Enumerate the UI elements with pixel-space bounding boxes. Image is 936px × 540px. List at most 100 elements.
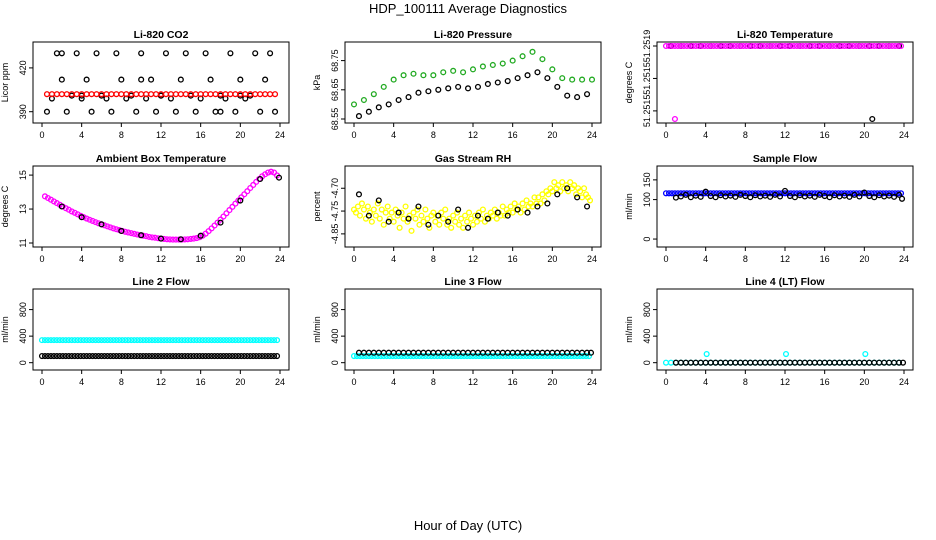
data-point [83, 337, 90, 344]
data-point [680, 42, 687, 50]
data-point [519, 200, 526, 207]
x-tick-label: 20 [547, 377, 557, 387]
data-point [662, 359, 670, 366]
data-point [458, 215, 465, 222]
x-tick-label: 0 [39, 130, 44, 140]
data-point [104, 337, 111, 344]
data-point [365, 349, 372, 356]
plot-frame [344, 41, 602, 124]
data-point [582, 352, 590, 360]
data-point [202, 337, 209, 344]
data-point [104, 223, 111, 230]
data-point [184, 337, 191, 344]
data-point [544, 352, 551, 360]
data-point [514, 75, 521, 82]
data-point [110, 225, 117, 232]
data-point [365, 352, 372, 360]
data-point [445, 218, 452, 225]
data-point [217, 219, 224, 226]
series-black [355, 349, 595, 356]
data-point [469, 66, 477, 73]
data-point [456, 221, 463, 228]
data-point [868, 42, 875, 50]
data-point [452, 218, 459, 225]
y-tick-label: 0 [642, 360, 652, 365]
y-tick-label: 68.55 [330, 108, 340, 131]
data-point [226, 337, 233, 344]
data-point [38, 352, 46, 360]
panel-title: Ambient Box Temperature [96, 153, 227, 165]
data-point [253, 337, 260, 344]
data-point [44, 337, 51, 344]
data-point [865, 190, 872, 197]
data-point [534, 203, 541, 210]
data-point [92, 219, 99, 226]
data-point [86, 216, 93, 223]
data-point [256, 352, 263, 360]
x-tick-label: 16 [820, 377, 830, 387]
data-point [442, 206, 449, 213]
data-point [805, 42, 812, 50]
y-axis-label: ml/min [312, 316, 322, 343]
x-tick-label: 8 [743, 130, 748, 140]
x-tick-label: 4 [391, 130, 396, 140]
x-tick-label: 20 [235, 130, 245, 140]
data-point [50, 337, 57, 344]
data-point [169, 337, 176, 344]
data-point [223, 210, 230, 217]
data-point [544, 349, 551, 356]
x-tick-label: 20 [859, 377, 869, 387]
panel-title: Gas Stream RH [435, 153, 511, 165]
data-point [505, 209, 512, 216]
data-point [877, 42, 884, 50]
data-point [524, 209, 531, 216]
panel-2: Li-820 Pressure 0 4 8 12 16 20 24 68.55 68.65 68.7… [312, 29, 602, 140]
data-point [137, 352, 144, 360]
data-point [175, 337, 182, 344]
data-point [856, 359, 863, 366]
data-point [257, 175, 264, 183]
data-point [192, 91, 199, 98]
panel-4: Ambient Box Temperature 0 4 8 12 16 20 24 11 13 15… [0, 153, 290, 264]
data-point [702, 188, 709, 195]
data-point [559, 179, 566, 186]
data-point [826, 42, 833, 50]
x-tick-label: 16 [196, 254, 206, 264]
data-point [846, 193, 853, 200]
data-point [662, 190, 670, 197]
data-point [116, 337, 123, 344]
data-point [162, 50, 170, 57]
data-point [419, 352, 426, 360]
data-point [894, 42, 902, 50]
data-point [134, 231, 141, 238]
panel-title: Line 4 (LT) Flow [745, 276, 825, 288]
data-point [408, 227, 415, 234]
data-point [154, 352, 162, 360]
data-point [178, 352, 185, 360]
data-point [181, 352, 188, 360]
data-points [662, 351, 907, 366]
data-point [172, 108, 179, 115]
data-point [53, 352, 60, 360]
data-point [143, 337, 150, 344]
data-point [184, 352, 191, 360]
data-point [113, 50, 120, 57]
data-point [380, 221, 387, 228]
data-point [432, 218, 439, 225]
data-point [475, 352, 483, 360]
data-point [58, 203, 65, 210]
x-tick-label: 4 [703, 254, 708, 264]
data-point [133, 108, 140, 115]
data-point [671, 42, 678, 50]
data-point [767, 42, 774, 50]
data-point [743, 190, 750, 197]
data-point [425, 221, 432, 228]
data-point [484, 349, 491, 356]
data-point [727, 359, 734, 366]
x-tick-label: 8 [431, 377, 436, 387]
series-scattered [43, 50, 279, 115]
data-point [539, 56, 546, 63]
data-point [196, 337, 203, 344]
data-point [746, 42, 753, 50]
y-tick-label: 0 [330, 360, 340, 365]
